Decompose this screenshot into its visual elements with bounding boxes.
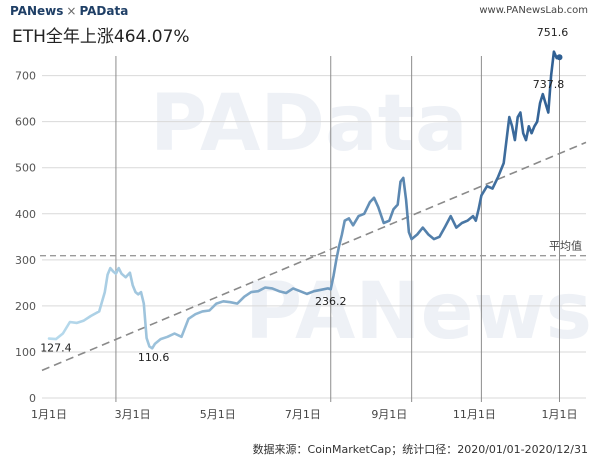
price-series bbox=[47, 50, 563, 350]
trend-line-group bbox=[41, 141, 587, 372]
x-tick-label: 9月1日 bbox=[371, 408, 407, 421]
site-url: www.PANewsLab.com bbox=[479, 5, 588, 16]
series-line bbox=[47, 50, 561, 350]
data-label: 127.4 bbox=[40, 341, 72, 354]
x-axis-ticks: 1月1日 3月1日 5月1日 7月1日 9月1日 11月1日 1月1日 bbox=[31, 408, 578, 421]
x-tick-label: 7月1日 bbox=[285, 408, 321, 421]
trend-line bbox=[41, 141, 587, 372]
top-bar: PANews × PAData www.PANewsLab.com bbox=[0, 0, 600, 22]
average-line-group: 平均值 bbox=[40, 240, 586, 257]
annotations: 127.4 110.6 236.2 751.6 737.8 bbox=[40, 26, 568, 364]
panews-logo: PANews bbox=[10, 4, 64, 18]
brand-separator: × bbox=[66, 4, 77, 18]
x-tick-label: 3月1日 bbox=[115, 408, 151, 421]
watermark-text: PANews bbox=[245, 267, 592, 357]
data-label: 110.6 bbox=[138, 351, 170, 364]
x-tick-label: 5月1日 bbox=[200, 408, 236, 421]
watermark: PAData PANews bbox=[150, 79, 592, 357]
y-tick-label: 600 bbox=[15, 116, 36, 129]
watermark-text: PAData bbox=[150, 79, 468, 169]
series-end-point bbox=[556, 54, 563, 61]
x-tick-label: 11月1日 bbox=[453, 408, 496, 421]
average-label: 平均值 bbox=[549, 240, 582, 253]
x-tick-label: 1月1日 bbox=[541, 408, 577, 421]
footer-source: 数据来源：CoinMarketCap；统计口径：2020/01/01-2020/… bbox=[252, 443, 588, 456]
y-tick-label: 500 bbox=[15, 162, 36, 175]
y-tick-label: 100 bbox=[15, 346, 36, 359]
padata-logo: PAData bbox=[79, 4, 129, 18]
data-label: 751.6 bbox=[537, 26, 569, 39]
y-tick-label: 400 bbox=[15, 208, 36, 221]
y-axis-ticks: 0 100 200 300 400 500 600 700 bbox=[15, 70, 36, 405]
data-label: 236.2 bbox=[315, 295, 347, 308]
y-tick-label: 200 bbox=[15, 300, 36, 313]
y-tick-label: 0 bbox=[29, 392, 36, 405]
vertical-markers bbox=[115, 56, 560, 402]
data-label: 737.8 bbox=[533, 78, 565, 91]
x-tick-label: 1月1日 bbox=[31, 408, 67, 421]
chart-title: ETH全年上涨464.07% bbox=[12, 27, 190, 47]
y-tick-label: 700 bbox=[15, 70, 36, 83]
brand-logo: PANews × PAData bbox=[10, 4, 128, 18]
gridlines bbox=[42, 75, 586, 399]
y-tick-label: 300 bbox=[15, 254, 36, 267]
